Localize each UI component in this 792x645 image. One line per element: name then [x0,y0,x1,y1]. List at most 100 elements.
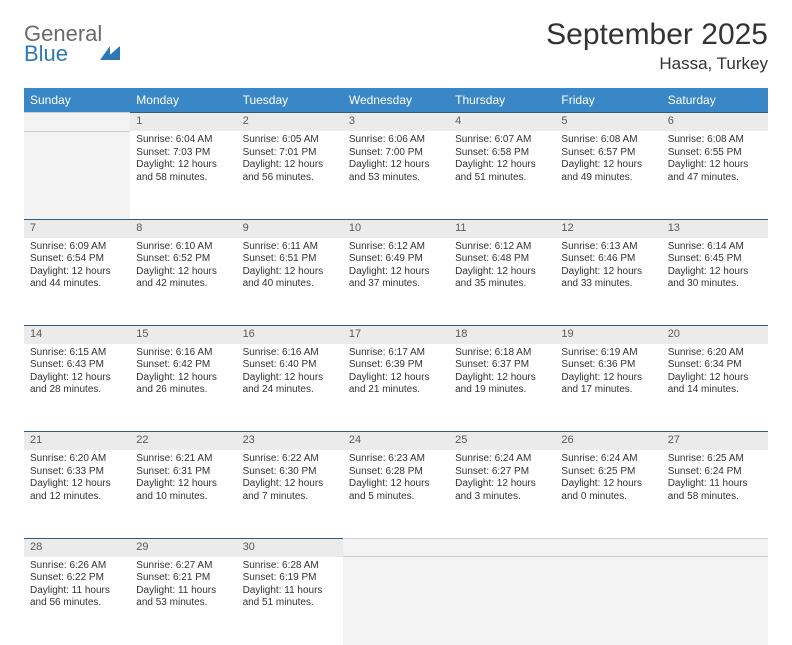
day-number-cell [662,538,768,557]
weekday-header-row: SundayMondayTuesdayWednesdayThursdayFrid… [24,88,768,113]
day-info-line: Daylight: 12 hours and 26 minutes. [136,372,230,397]
day-info-line: Sunrise: 6:26 AM [30,560,124,573]
day-info-line: Sunset: 7:00 PM [349,147,443,160]
day-info-line: Sunset: 6:36 PM [561,359,655,372]
day-info-line: Sunset: 6:52 PM [136,253,230,266]
day-number-cell: 6 [662,113,768,132]
day-info-line: Daylight: 12 hours and 7 minutes. [243,478,337,503]
day-info-line: Sunset: 6:57 PM [561,147,655,160]
day-number-cell: 22 [130,432,236,450]
day-info-line: Daylight: 12 hours and 21 minutes. [349,372,443,397]
day-info-line: Daylight: 11 hours and 58 minutes. [668,478,762,503]
day-number-cell: 8 [130,219,236,237]
page-location: Hassa, Turkey [546,54,768,74]
day-info-line: Sunrise: 6:17 AM [349,347,443,360]
day-number-cell: 24 [343,432,449,450]
day-info-line: Daylight: 11 hours and 51 minutes. [243,585,337,610]
weekday-header: Friday [555,88,661,113]
day-info-line: Sunrise: 6:11 AM [243,241,337,254]
day-info-line: Sunset: 6:33 PM [30,466,124,479]
weekday-header: Wednesday [343,88,449,113]
day-body-cell: Sunrise: 6:23 AMSunset: 6:28 PMDaylight:… [343,450,449,538]
day-info-line: Sunset: 6:25 PM [561,466,655,479]
weekday-header: Thursday [449,88,555,113]
day-body-cell: Sunrise: 6:18 AMSunset: 6:37 PMDaylight:… [449,344,555,432]
day-info-line: Daylight: 12 hours and 19 minutes. [455,372,549,397]
day-info-line: Sunset: 6:39 PM [349,359,443,372]
day-number-row: 123456 [24,113,768,132]
day-info-line: Sunset: 6:58 PM [455,147,549,160]
day-number-cell: 3 [343,113,449,132]
day-body-cell: Sunrise: 6:22 AMSunset: 6:30 PMDaylight:… [237,450,343,538]
day-body-cell: Sunrise: 6:06 AMSunset: 7:00 PMDaylight:… [343,131,449,219]
day-info-line: Daylight: 12 hours and 17 minutes. [561,372,655,397]
day-number-cell [343,538,449,557]
day-number-cell [24,113,130,132]
day-number-cell: 15 [130,326,236,344]
day-info-line: Sunrise: 6:12 AM [455,241,549,254]
day-body-cell: Sunrise: 6:08 AMSunset: 6:55 PMDaylight:… [662,131,768,219]
day-info-line: Sunrise: 6:12 AM [349,241,443,254]
day-info-line: Sunrise: 6:07 AM [455,134,549,147]
day-body-cell: Sunrise: 6:16 AMSunset: 6:42 PMDaylight:… [130,344,236,432]
day-number-cell: 29 [130,538,236,557]
day-number-row: 282930 [24,538,768,557]
day-body-cell: Sunrise: 6:24 AMSunset: 6:27 PMDaylight:… [449,450,555,538]
day-body-cell: Sunrise: 6:15 AMSunset: 6:43 PMDaylight:… [24,344,130,432]
weekday-header: Saturday [662,88,768,113]
day-info-line: Sunset: 7:03 PM [136,147,230,160]
day-info-line: Sunrise: 6:16 AM [136,347,230,360]
day-number-cell [555,538,661,557]
day-number-cell: 30 [237,538,343,557]
day-number-cell: 10 [343,219,449,237]
logo-blue: Blue [24,41,68,66]
day-number-cell: 21 [24,432,130,450]
day-number-row: 21222324252627 [24,432,768,450]
day-info-line: Sunset: 6:30 PM [243,466,337,479]
day-number-cell: 9 [237,219,343,237]
day-number-cell: 27 [662,432,768,450]
day-info-line: Sunset: 6:45 PM [668,253,762,266]
day-info-line: Sunrise: 6:19 AM [561,347,655,360]
day-body-cell [555,557,661,645]
day-info-line: Sunrise: 6:18 AM [455,347,549,360]
day-body-cell: Sunrise: 6:09 AMSunset: 6:54 PMDaylight:… [24,238,130,326]
day-info-line: Daylight: 12 hours and 0 minutes. [561,478,655,503]
day-info-line: Sunrise: 6:24 AM [561,453,655,466]
day-number-cell: 17 [343,326,449,344]
day-number-cell: 18 [449,326,555,344]
day-info-line: Sunset: 6:27 PM [455,466,549,479]
day-info-line: Sunrise: 6:06 AM [349,134,443,147]
day-info-line: Sunset: 6:22 PM [30,572,124,585]
day-info-line: Sunset: 6:40 PM [243,359,337,372]
day-number-row: 14151617181920 [24,326,768,344]
day-body-cell: Sunrise: 6:14 AMSunset: 6:45 PMDaylight:… [662,238,768,326]
day-number-cell: 25 [449,432,555,450]
day-info-line: Sunrise: 6:25 AM [668,453,762,466]
day-number-cell: 13 [662,219,768,237]
day-number-cell [449,538,555,557]
day-number-cell: 12 [555,219,661,237]
day-info-line: Sunrise: 6:08 AM [668,134,762,147]
day-info-line: Daylight: 12 hours and 40 minutes. [243,266,337,291]
day-number-row: 78910111213 [24,219,768,237]
day-info-line: Daylight: 12 hours and 56 minutes. [243,159,337,184]
day-info-line: Daylight: 12 hours and 30 minutes. [668,266,762,291]
day-info-line: Sunrise: 6:09 AM [30,241,124,254]
day-info-line: Sunset: 6:48 PM [455,253,549,266]
day-number-cell: 14 [24,326,130,344]
day-info-line: Sunrise: 6:04 AM [136,134,230,147]
day-info-line: Sunrise: 6:20 AM [30,453,124,466]
day-info-line: Daylight: 12 hours and 58 minutes. [136,159,230,184]
day-info-line: Sunrise: 6:23 AM [349,453,443,466]
day-number-cell: 23 [237,432,343,450]
triangle-icon [104,21,120,60]
day-body-cell: Sunrise: 6:04 AMSunset: 7:03 PMDaylight:… [130,131,236,219]
day-info-line: Daylight: 12 hours and 35 minutes. [455,266,549,291]
day-info-line: Daylight: 11 hours and 53 minutes. [136,585,230,610]
day-info-line: Sunrise: 6:20 AM [668,347,762,360]
day-info-line: Sunset: 6:19 PM [243,572,337,585]
day-info-line: Sunrise: 6:27 AM [136,560,230,573]
day-body-row: Sunrise: 6:15 AMSunset: 6:43 PMDaylight:… [24,344,768,432]
day-body-cell: Sunrise: 6:17 AMSunset: 6:39 PMDaylight:… [343,344,449,432]
